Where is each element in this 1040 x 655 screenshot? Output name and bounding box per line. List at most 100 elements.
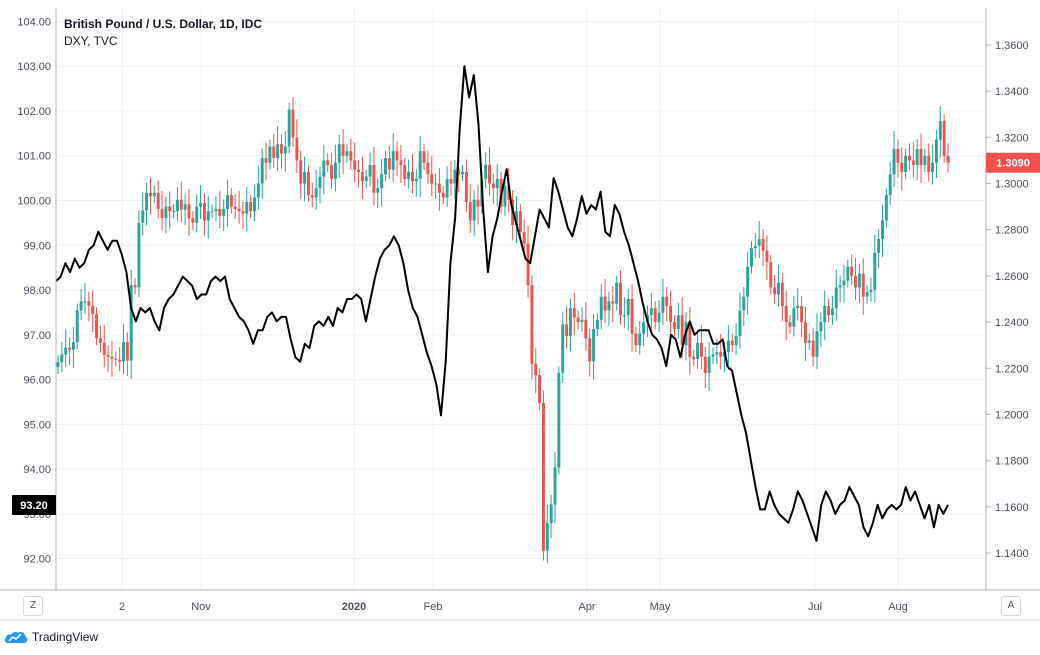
x-axis-tick-label: Jul bbox=[808, 601, 822, 613]
candle-body bbox=[634, 333, 638, 346]
candle-body bbox=[222, 208, 226, 216]
candle-body bbox=[711, 354, 715, 357]
candle-body bbox=[595, 319, 599, 330]
candle-body bbox=[823, 305, 827, 323]
candle-body bbox=[515, 211, 518, 226]
candle-body bbox=[299, 160, 303, 184]
candle-body bbox=[931, 162, 935, 172]
candle-body bbox=[534, 363, 538, 376]
candle-body bbox=[310, 195, 314, 198]
candle-body bbox=[607, 301, 611, 311]
candle-body bbox=[64, 347, 68, 355]
candle-body bbox=[742, 296, 746, 311]
candle-body bbox=[195, 206, 199, 223]
x-axis-tick-label: May bbox=[650, 601, 671, 613]
candle-body bbox=[426, 162, 430, 175]
candle-body bbox=[800, 305, 804, 323]
left-axis-tick-label: 103.00 bbox=[17, 61, 51, 73]
candle-body bbox=[611, 301, 615, 304]
candle-body bbox=[91, 305, 95, 315]
right-axis-tick-label: 1.2400 bbox=[995, 317, 1029, 329]
candle-body bbox=[326, 160, 330, 166]
candle-body bbox=[599, 296, 603, 320]
candle-body bbox=[803, 322, 807, 343]
candle-body bbox=[214, 208, 218, 212]
candle-body bbox=[896, 148, 900, 163]
candle-body bbox=[507, 185, 511, 200]
candle-body bbox=[888, 174, 892, 196]
candle-body bbox=[834, 287, 838, 309]
candle-body bbox=[642, 322, 646, 334]
candle-body bbox=[279, 144, 283, 154]
x-axis-tick-label: 2 bbox=[119, 601, 125, 613]
candle-body bbox=[295, 137, 299, 161]
right-axis-tick-label: 1.2000 bbox=[995, 409, 1029, 421]
candle-body bbox=[98, 338, 102, 343]
candle-body bbox=[83, 301, 87, 303]
candle-body bbox=[788, 322, 792, 327]
auto-scale-button[interactable]: A bbox=[1001, 596, 1021, 616]
right-axis-tick-label: 1.1800 bbox=[995, 456, 1029, 468]
right-axis-tick-label: 1.2200 bbox=[995, 363, 1029, 375]
candle-body bbox=[384, 158, 387, 175]
candle-body bbox=[318, 176, 322, 189]
candle-body bbox=[665, 296, 669, 306]
candle-body bbox=[71, 342, 75, 350]
candle-body bbox=[738, 310, 742, 336]
candle-body bbox=[561, 324, 565, 373]
candle-body bbox=[360, 171, 364, 182]
right-axis-tick-label: 1.3000 bbox=[995, 179, 1029, 191]
legend-main-series[interactable]: British Pound / U.S. Dollar, 1D, IDC bbox=[64, 17, 263, 31]
candle-body bbox=[461, 171, 465, 175]
candle-body bbox=[179, 199, 183, 210]
candle-body bbox=[430, 174, 434, 184]
candle-body bbox=[253, 197, 256, 212]
left-axis-tick-label: 96.00 bbox=[23, 375, 51, 387]
candle-body bbox=[553, 467, 557, 505]
candle-body bbox=[233, 206, 237, 209]
candle-body bbox=[56, 362, 60, 367]
candle-body bbox=[260, 158, 264, 184]
candle-body bbox=[715, 352, 719, 355]
candle-body bbox=[530, 285, 534, 364]
candle-body bbox=[946, 155, 950, 163]
candle-body bbox=[518, 211, 522, 233]
candle-body bbox=[619, 282, 622, 316]
candle-body bbox=[522, 232, 526, 244]
candle-body bbox=[630, 299, 634, 334]
candle-body bbox=[156, 192, 160, 209]
candle-body bbox=[372, 165, 376, 193]
candle-body bbox=[457, 169, 461, 175]
left-axis-tick-label: 99.00 bbox=[23, 240, 51, 252]
candle-body bbox=[923, 155, 927, 166]
candle-body bbox=[102, 342, 106, 355]
candle-body bbox=[114, 358, 118, 360]
candle-body bbox=[199, 203, 203, 207]
candle-body bbox=[256, 183, 260, 198]
tradingview-logo[interactable]: TradingView bbox=[4, 628, 98, 646]
candle-body bbox=[168, 206, 172, 212]
x-axis-tick-label: Nov bbox=[191, 601, 211, 613]
left-axis-tick-label: 97.00 bbox=[23, 330, 51, 342]
candle-body bbox=[688, 322, 692, 357]
candle-body bbox=[865, 292, 869, 297]
candle-body bbox=[576, 317, 580, 323]
scale-left-button[interactable]: Z bbox=[23, 596, 43, 616]
candle-body bbox=[341, 144, 345, 156]
candle-body bbox=[526, 243, 530, 286]
candle-body bbox=[464, 171, 468, 202]
legend-overlay-series[interactable]: DXY, TVC bbox=[64, 34, 118, 48]
candle-body bbox=[149, 192, 152, 197]
candle-body bbox=[391, 151, 395, 170]
candle-body bbox=[337, 144, 341, 163]
candle-body bbox=[541, 402, 545, 551]
candle-body bbox=[226, 195, 229, 209]
candle-body bbox=[881, 220, 884, 239]
candle-body bbox=[572, 308, 576, 318]
candle-body bbox=[87, 301, 91, 306]
candle-body bbox=[580, 319, 584, 323]
candle-body bbox=[364, 176, 368, 182]
